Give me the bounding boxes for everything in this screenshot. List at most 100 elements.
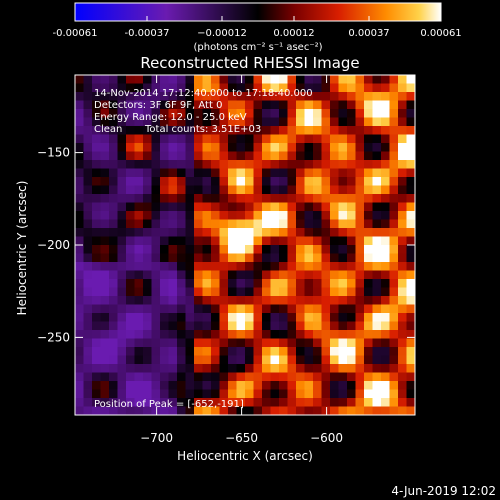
heatmap-cell: [177, 160, 186, 169]
heatmap-cell: [160, 279, 169, 288]
heatmap-cell: [219, 83, 229, 93]
heatmap-cell: [126, 338, 135, 348]
heatmap-cell: [83, 296, 93, 305]
heatmap-cell: [279, 381, 288, 390]
y-tick-label: −150: [37, 146, 70, 160]
heatmap-cell: [75, 236, 84, 246]
heatmap-cell: [143, 194, 152, 203]
heatmap-cell: [92, 228, 101, 237]
heatmap-cell: [100, 92, 110, 101]
heatmap-cell: [92, 245, 101, 254]
heatmap-cell: [287, 245, 297, 254]
heatmap-cell: [109, 151, 118, 161]
heatmap-cell: [270, 245, 280, 254]
heatmap-cell: [126, 151, 135, 161]
heatmap-cell: [185, 330, 195, 339]
heatmap-cell: [83, 287, 93, 297]
heatmap-cell: [381, 202, 390, 212]
heatmap-cell: [313, 262, 322, 271]
heatmap-cell: [338, 185, 348, 195]
heatmap-cell: [372, 151, 382, 161]
heatmap-cell: [398, 389, 407, 399]
heatmap-cell: [364, 185, 373, 195]
heatmap-cell: [134, 143, 144, 152]
heatmap-cell: [321, 398, 331, 407]
heatmap-cell: [211, 330, 220, 339]
heatmap-cell: [126, 126, 135, 135]
heatmap-cell: [194, 202, 203, 212]
heatmap-cell: [372, 372, 382, 382]
heatmap-cell: [177, 253, 186, 263]
heatmap-cell: [330, 253, 339, 263]
heatmap-cell: [134, 364, 144, 373]
heatmap-cell: [304, 83, 314, 93]
heatmap-cell: [338, 109, 348, 118]
heatmap-cell: [228, 262, 237, 271]
heatmap-cell: [228, 406, 237, 415]
heatmap-cell: [279, 304, 288, 314]
heatmap-cell: [109, 406, 118, 415]
heatmap-cell: [202, 83, 212, 93]
heatmap-cell: [245, 134, 254, 144]
heatmap-cell: [287, 219, 297, 229]
heatmap-cell: [83, 381, 93, 390]
heatmap-cell: [126, 236, 135, 246]
heatmap-cell: [219, 389, 229, 399]
heatmap-cell: [406, 406, 415, 415]
heatmap-cell: [330, 406, 339, 415]
heatmap-cell: [364, 219, 373, 229]
heatmap-cell: [134, 245, 144, 254]
heatmap-cell: [151, 364, 161, 373]
heatmap-cell: [117, 321, 127, 331]
heatmap-cell: [338, 296, 348, 305]
heatmap-cell: [262, 321, 271, 331]
heatmap-cell: [126, 143, 135, 152]
heatmap-cell: [83, 253, 93, 263]
heatmap-cell: [202, 202, 212, 212]
heatmap-cell: [270, 219, 280, 229]
heatmap-cell: [75, 134, 84, 144]
heatmap-cell: [364, 202, 373, 212]
heatmap-cell: [236, 347, 246, 356]
heatmap-cell: [296, 143, 305, 152]
heatmap-cell: [364, 364, 373, 373]
heatmap-cell: [245, 109, 254, 118]
heatmap-cell: [372, 287, 382, 297]
heatmap-cell: [134, 330, 144, 339]
heatmap-cell: [177, 313, 186, 322]
heatmap-cell: [228, 75, 237, 84]
heatmap-cell: [83, 151, 93, 161]
heatmap-cell: [92, 321, 101, 331]
heatmap-cell: [253, 279, 263, 288]
heatmap-cell: [406, 202, 415, 212]
heatmap-cell: [160, 134, 169, 144]
heatmap-cell: [381, 313, 390, 322]
heatmap-cell: [219, 194, 229, 203]
heatmap-cell: [313, 168, 322, 178]
heatmap-cell: [364, 389, 373, 399]
heatmap-cell: [177, 219, 186, 229]
heatmap-cell: [296, 270, 305, 280]
heatmap-cell: [245, 160, 254, 169]
heatmap-cell: [355, 168, 365, 178]
heatmap-cell: [364, 151, 373, 161]
heatmap-cell: [160, 296, 169, 305]
heatmap-cell: [304, 287, 314, 297]
heatmap-cell: [151, 389, 161, 399]
heatmap-cell: [168, 398, 178, 407]
heatmap-cell: [194, 372, 203, 382]
heatmap-cell: [202, 270, 212, 280]
heatmap-cell: [219, 185, 229, 195]
heatmap-cell: [381, 143, 390, 152]
heatmap-cell: [398, 279, 407, 288]
heatmap-cell: [143, 83, 152, 93]
heatmap-cell: [126, 321, 135, 331]
heatmap-cell: [177, 304, 186, 314]
heatmap-cell: [228, 287, 237, 297]
heatmap-cell: [109, 134, 118, 144]
heatmap-cell: [134, 355, 144, 365]
heatmap-cell: [168, 372, 178, 382]
heatmap-cell: [194, 304, 203, 314]
heatmap-cell: [279, 100, 288, 110]
heatmap-cell: [321, 168, 331, 178]
